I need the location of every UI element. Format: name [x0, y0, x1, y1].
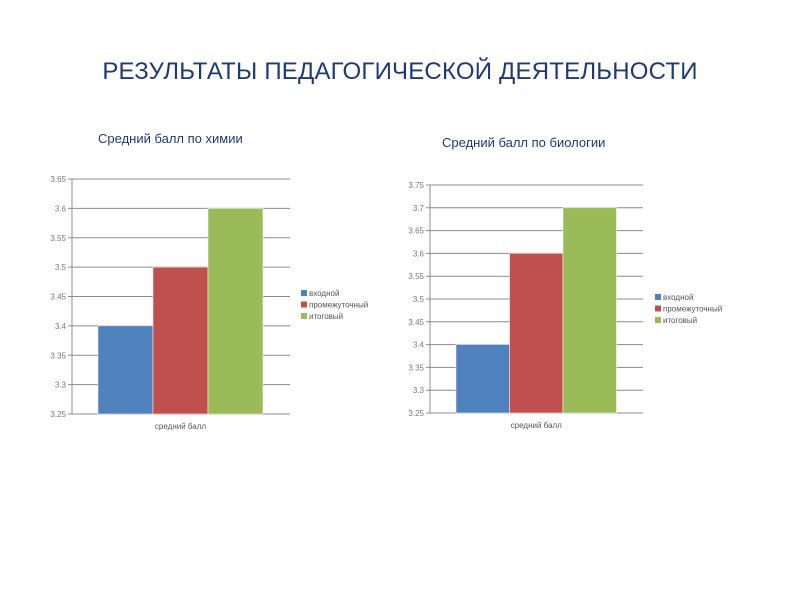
legend-swatch: [655, 305, 661, 312]
y-tick-label: 3.4: [55, 322, 67, 331]
y-tick-label: 3.25: [50, 410, 66, 419]
bar-0: [455, 344, 510, 414]
y-tick-label: 3.45: [50, 293, 66, 302]
page-title: РЕЗУЛЬТАТЫ ПЕДАГОГИЧЕСКОЙ ДЕЯТЕЛЬНОСТИ: [102, 58, 698, 85]
chart-title-biology: Средний балл по биологии: [442, 135, 606, 150]
legend-label: итоговый: [663, 316, 697, 325]
y-tick-label: 3.6: [55, 204, 67, 213]
legend-label: промежуточный: [663, 305, 722, 314]
y-tick-label: 3.75: [408, 181, 424, 190]
y-tick-label: 3.3: [413, 386, 425, 395]
y-tick-label: 3.35: [408, 363, 424, 372]
y-tick-label: 3.3: [55, 381, 67, 390]
y-tick-label: 3.35: [50, 351, 66, 360]
x-category-label: средний балл: [511, 421, 562, 430]
legend-swatch: [655, 317, 661, 323]
y-tick-label: 3.5: [55, 263, 67, 272]
y-tick-label: 3.65: [408, 227, 424, 236]
legend-label: промежуточный: [309, 301, 368, 310]
chart-title-chemistry: Средний балл по химии: [98, 131, 243, 146]
y-tick-label: 3.5: [413, 295, 425, 304]
y-tick-label: 3.65: [50, 175, 66, 184]
y-tick-label: 3.25: [408, 409, 424, 418]
bar-0: [97, 325, 154, 415]
legend-swatch: [301, 301, 307, 308]
bar-2: [207, 208, 264, 415]
y-tick-label: 3.6: [413, 249, 425, 258]
bar-1: [509, 253, 564, 414]
legend-swatch: [301, 290, 307, 296]
legend-swatch: [655, 294, 661, 300]
legend-label: итоговый: [309, 312, 343, 321]
x-category-label: средний балл: [155, 422, 206, 431]
y-tick-label: 3.4: [413, 341, 425, 350]
y-tick-label: 3.55: [408, 272, 424, 281]
legend-label: входной: [663, 293, 693, 302]
bar-2: [562, 207, 617, 414]
y-tick-label: 3.7: [413, 204, 425, 213]
y-tick-label: 3.55: [50, 234, 66, 243]
legend-label: входной: [309, 289, 339, 298]
y-tick-label: 3.45: [408, 318, 424, 327]
legend-swatch: [301, 313, 307, 319]
bar-1: [152, 266, 209, 415]
